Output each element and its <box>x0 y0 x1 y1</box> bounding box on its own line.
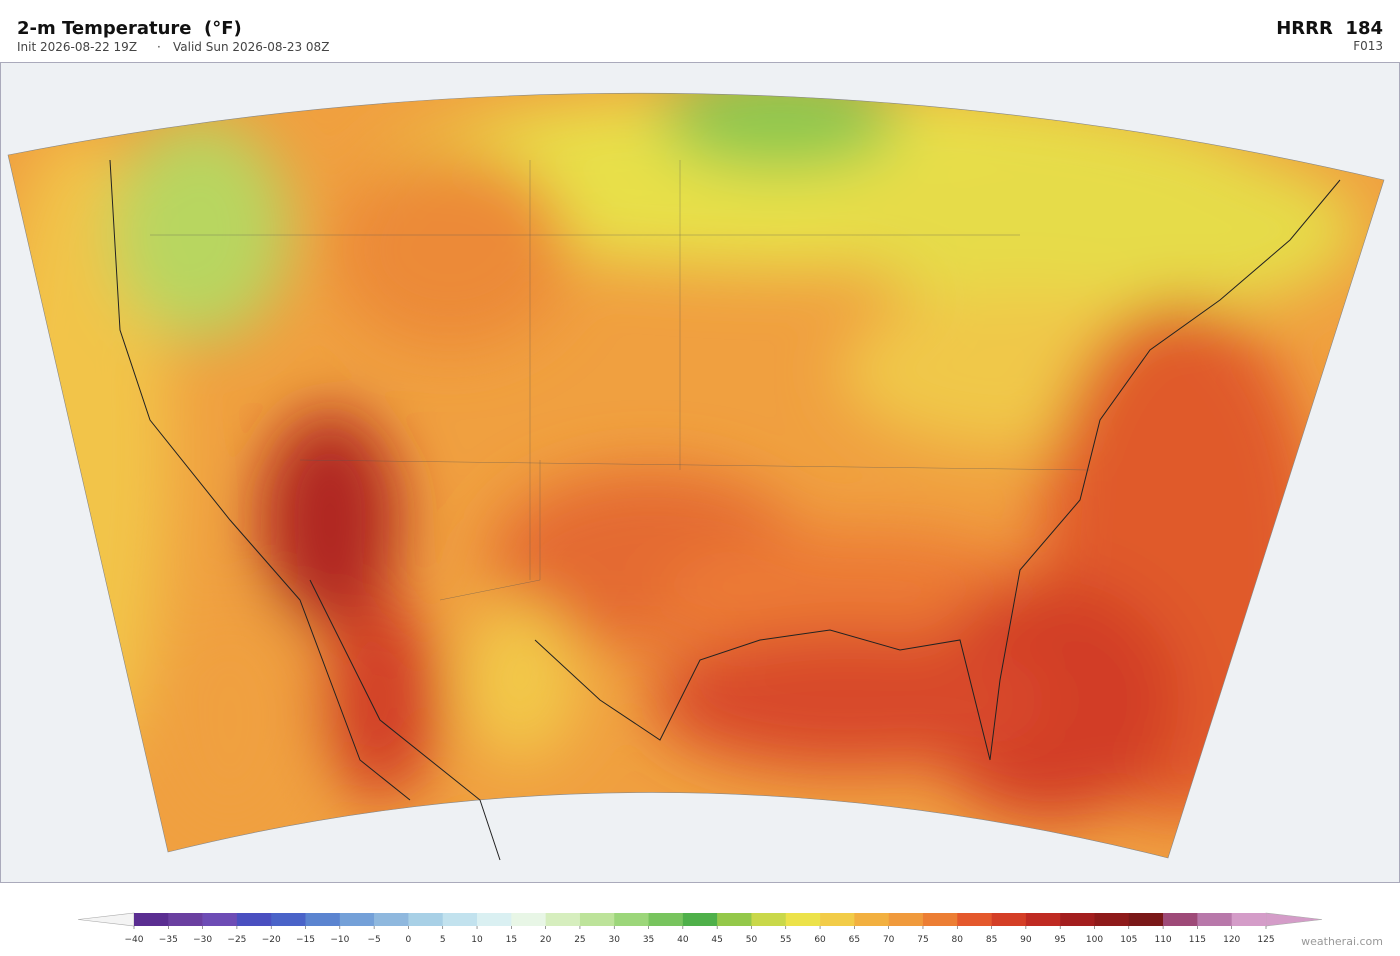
colorbar-tick-label: 75 <box>917 935 928 945</box>
colorbar-tick-label: −15 <box>296 935 315 945</box>
separator: · <box>157 40 161 54</box>
colorbar-bin <box>511 913 546 926</box>
colorbar-bin <box>957 913 992 926</box>
colorbar-bin <box>751 913 787 926</box>
colorbar-bin <box>305 913 341 926</box>
model: HRRR 184 <box>1276 18 1383 39</box>
colorbar-tick-label: 70 <box>883 935 895 945</box>
colorbar-tick-label: 55 <box>780 935 791 945</box>
colorbar-bin <box>202 913 238 926</box>
colorbar-tick-label: 115 <box>1189 935 1206 945</box>
colorbar-bin <box>545 913 581 926</box>
colorbar-bin <box>134 913 169 926</box>
colorbar-bin <box>1094 913 1130 926</box>
map <box>0 62 1400 883</box>
colorbar-tick-label: 65 <box>849 935 860 945</box>
colorbar-tick-label: 90 <box>1020 935 1032 945</box>
colorbar-tick-label: 10 <box>471 935 483 945</box>
colorbar-tick-label: 105 <box>1120 935 1137 945</box>
colorbar: −40 −35 −30 −25 −20 −15 −10 −5 0 5 10 15 20 25 30 35 40 4… <box>77 912 1323 945</box>
colorbar-tick-label: 35 <box>643 935 654 945</box>
colorbar-bin <box>236 913 272 926</box>
colorbar-bin <box>820 913 855 926</box>
colorbar-bin <box>477 913 512 926</box>
colorbar-bin <box>1163 913 1198 926</box>
colorbar-tick-label: 60 <box>814 935 826 945</box>
colorbar-bin <box>442 913 478 926</box>
colorbar-bin <box>1197 913 1232 926</box>
colorbar-tick-label: 15 <box>506 935 517 945</box>
colorbar-tick-label: 20 <box>540 935 552 945</box>
colorbar-tick-label: 50 <box>746 935 758 945</box>
credit: weatherai.com <box>1301 935 1383 948</box>
title: 2-m Temperature (°F) <box>17 18 242 39</box>
colorbar-bin <box>271 913 306 926</box>
colorbar-bin <box>579 913 615 926</box>
colorbar-bin <box>717 913 752 926</box>
colorbar-tick-label: 80 <box>952 935 964 945</box>
colorbar-bin <box>991 913 1027 926</box>
colorbar-tick-label: −20 <box>262 935 281 945</box>
colorbar-bin <box>1231 913 1267 926</box>
colorbar-tick-label: −30 <box>193 935 212 945</box>
colorbar-bin <box>888 913 924 926</box>
colorbar-bin <box>648 913 684 926</box>
colorbar-tick-label: 0 <box>406 935 412 945</box>
colorbar-bin <box>614 913 649 926</box>
colorbar-bin <box>168 913 203 926</box>
colorbar-tick-label: 45 <box>711 935 722 945</box>
colorbar-tick-label: −40 <box>125 935 144 945</box>
colorbar-bin <box>374 913 409 926</box>
colorbar-tick-label: 5 <box>440 935 446 945</box>
colorbar-extend-low <box>77 912 135 927</box>
colorbar-tick-label: 85 <box>986 935 997 945</box>
colorbar-tick-label: −10 <box>330 935 349 945</box>
colorbar-tick-label: 125 <box>1257 935 1274 945</box>
colorbar-tick-label: −35 <box>159 935 178 945</box>
colorbar-bin <box>408 913 444 926</box>
colorbar-bin <box>854 913 889 926</box>
colorbar-extend-high <box>1265 912 1323 927</box>
colorbar-tick-label: 30 <box>609 935 621 945</box>
colorbar-bin <box>1060 913 1095 926</box>
colorbar-tick-label: −25 <box>227 935 246 945</box>
forecast-hour: F013 <box>1353 39 1383 53</box>
colorbar-tick-label: 95 <box>1054 935 1065 945</box>
colorbar-tick-label: 100 <box>1086 935 1103 945</box>
valid-time: Valid Sun 2026-08-23 08Z <box>173 40 329 54</box>
colorbar-bin <box>1025 913 1061 926</box>
colorbar-tick-label: −5 <box>367 935 380 945</box>
colorbar-bin <box>339 913 375 926</box>
colorbar-tick-label: 40 <box>677 935 689 945</box>
colorbar-tick-label: 25 <box>574 935 585 945</box>
init-time: Init 2026-08-22 19Z <box>17 40 137 54</box>
colorbar-bin <box>922 913 958 926</box>
temperature-field <box>8 93 1384 858</box>
colorbar-tick-label: 110 <box>1154 935 1171 945</box>
colorbar-bin <box>682 913 718 926</box>
colorbar-bin <box>785 913 821 926</box>
colorbar-bin <box>1128 913 1164 926</box>
colorbar-tick-label: 120 <box>1223 935 1240 945</box>
